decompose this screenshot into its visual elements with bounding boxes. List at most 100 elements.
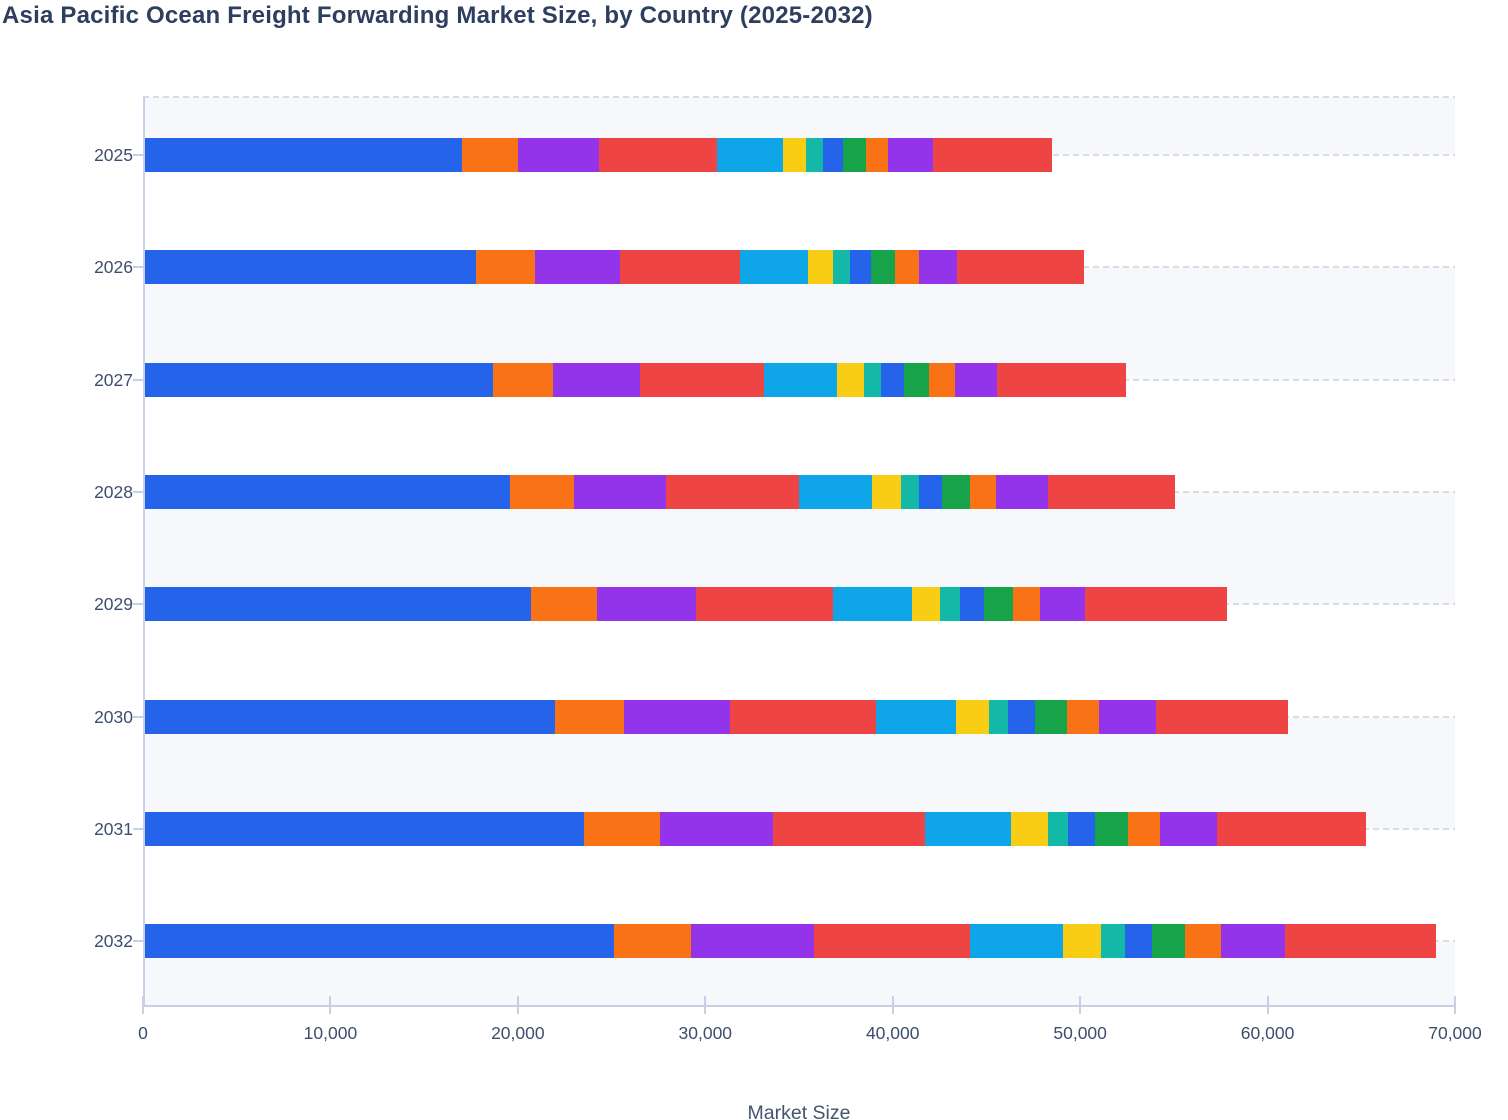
bar-segment-series-2[interactable] (462, 138, 518, 172)
bar-segment-series-10[interactable] (929, 362, 955, 397)
bar-segment-series-9[interactable] (942, 474, 971, 509)
bar-segment-series-9[interactable] (1151, 924, 1186, 959)
bar-segment-series-8[interactable] (1124, 924, 1152, 959)
bar-segment-series-4[interactable] (619, 250, 740, 285)
bar-segment-series-5[interactable] (970, 924, 1063, 959)
y-tick (133, 266, 143, 269)
bar-segment-series-8[interactable] (959, 587, 985, 622)
bar-segment-series-5[interactable] (764, 362, 838, 397)
bar-segment-series-6[interactable] (872, 474, 901, 509)
bar-segment-series-5[interactable] (739, 250, 808, 285)
bar-segment-series-6[interactable] (1011, 811, 1048, 846)
bar-segment-series-10[interactable] (970, 474, 997, 509)
bar-segment-series-10[interactable] (895, 250, 920, 285)
bar-segment-series-3[interactable] (597, 587, 696, 622)
bar-segment-series-3[interactable] (624, 699, 730, 734)
bar-segment-series-10[interactable] (866, 138, 889, 172)
bar-segment-series-2[interactable] (492, 362, 554, 397)
bar-segment-series-12[interactable] (957, 250, 1084, 285)
bar-segment-series-9[interactable] (842, 138, 867, 172)
bar-segment-series-7[interactable] (940, 587, 960, 622)
bar-segment-series-8[interactable] (849, 250, 872, 285)
bar-segment-series-2[interactable] (531, 587, 598, 622)
bar-segment-series-3[interactable] (690, 924, 814, 959)
bar-segment-series-12[interactable] (1085, 587, 1227, 622)
bar-segment-series-6[interactable] (782, 138, 807, 172)
bar-segment-series-11[interactable] (919, 250, 958, 285)
bar-segment-series-1[interactable] (143, 138, 463, 172)
bar-segment-series-9[interactable] (984, 587, 1013, 622)
bar-segment-series-7[interactable] (989, 699, 1008, 734)
bar-segment-series-4[interactable] (695, 587, 834, 622)
bar-segment-series-12[interactable] (1047, 474, 1176, 509)
bar-segment-series-4[interactable] (598, 138, 717, 172)
bar-segment-series-11[interactable] (996, 474, 1048, 509)
bar-segment-series-3[interactable] (517, 138, 599, 172)
bar-segment-series-10[interactable] (1185, 924, 1222, 959)
bar-segment-series-6[interactable] (837, 362, 865, 397)
bar-segment-series-8[interactable] (823, 138, 843, 172)
bar-segment-series-4[interactable] (813, 924, 971, 959)
bar-segment-series-12[interactable] (932, 138, 1052, 172)
bar-segment-series-7[interactable] (900, 474, 919, 509)
bar-segment-series-2[interactable] (614, 924, 691, 959)
bar-segment-series-3[interactable] (659, 811, 773, 846)
y-tick (133, 715, 143, 718)
bar-segment-series-7[interactable] (864, 362, 882, 397)
bar-segment-series-3[interactable] (553, 362, 641, 397)
bar-segment-series-8[interactable] (1067, 811, 1095, 846)
bar-segment-series-2[interactable] (510, 474, 575, 509)
bar-segment-series-10[interactable] (1066, 699, 1100, 734)
bar-segment-series-10[interactable] (1012, 587, 1040, 622)
bar-segment-series-8[interactable] (881, 362, 904, 397)
bar-segment-series-2[interactable] (554, 699, 625, 734)
bar-segment-series-6[interactable] (1062, 924, 1101, 959)
bar-segment-series-5[interactable] (833, 587, 912, 622)
bar-segment-series-1[interactable] (143, 362, 493, 397)
bar-segment-series-11[interactable] (1039, 587, 1086, 622)
bar-segment-series-11[interactable] (954, 362, 998, 397)
bar-segment-series-9[interactable] (871, 250, 896, 285)
bar-segment-series-5[interactable] (925, 811, 1012, 846)
bar-segment-series-12[interactable] (1216, 811, 1367, 846)
bar-segment-series-7[interactable] (1100, 924, 1125, 959)
bar-segment-series-1[interactable] (143, 474, 511, 509)
bar-segment-series-6[interactable] (911, 587, 941, 622)
bar-segment-series-5[interactable] (875, 699, 956, 734)
bar-segment-series-2[interactable] (475, 250, 536, 285)
bar-segment-series-9[interactable] (1034, 699, 1067, 734)
bar-segment-series-5[interactable] (798, 474, 873, 509)
bar-segment-series-4[interactable] (640, 362, 765, 397)
bar-row-2029 (143, 587, 1455, 622)
bar-segment-series-4[interactable] (666, 474, 799, 509)
bar-segment-series-8[interactable] (918, 474, 943, 509)
bar-segment-series-12[interactable] (1155, 699, 1289, 734)
bar-segment-series-12[interactable] (1284, 924, 1437, 959)
bar-segment-series-10[interactable] (1127, 811, 1161, 846)
x-axis-tick-label: 70,000 (1428, 1023, 1482, 1043)
bar-segment-series-1[interactable] (143, 924, 614, 959)
bar-segment-series-3[interactable] (574, 474, 667, 509)
bar-segment-series-12[interactable] (997, 362, 1127, 397)
bar-segment-series-3[interactable] (535, 250, 620, 285)
bar-segment-series-11[interactable] (1160, 811, 1217, 846)
bar-segment-series-2[interactable] (584, 811, 660, 846)
bar-segment-series-9[interactable] (1094, 811, 1128, 846)
bar-segment-series-7[interactable] (833, 250, 850, 285)
bar-segment-series-7[interactable] (806, 138, 824, 172)
bar-segment-series-11[interactable] (1099, 699, 1156, 734)
bar-segment-series-8[interactable] (1007, 699, 1035, 734)
bar-segment-series-4[interactable] (772, 811, 926, 846)
bar-segment-series-6[interactable] (955, 699, 990, 734)
bar-segment-series-1[interactable] (143, 587, 532, 622)
bar-segment-series-9[interactable] (903, 362, 930, 397)
bar-segment-series-1[interactable] (143, 699, 555, 734)
bar-segment-series-1[interactable] (143, 811, 585, 846)
bar-segment-series-11[interactable] (1221, 924, 1285, 959)
bar-segment-series-4[interactable] (729, 699, 876, 734)
bar-segment-series-5[interactable] (716, 138, 783, 172)
bar-segment-series-11[interactable] (888, 138, 933, 172)
bar-segment-series-7[interactable] (1047, 811, 1068, 846)
bar-segment-series-6[interactable] (807, 250, 834, 285)
bar-segment-series-1[interactable] (143, 250, 476, 285)
